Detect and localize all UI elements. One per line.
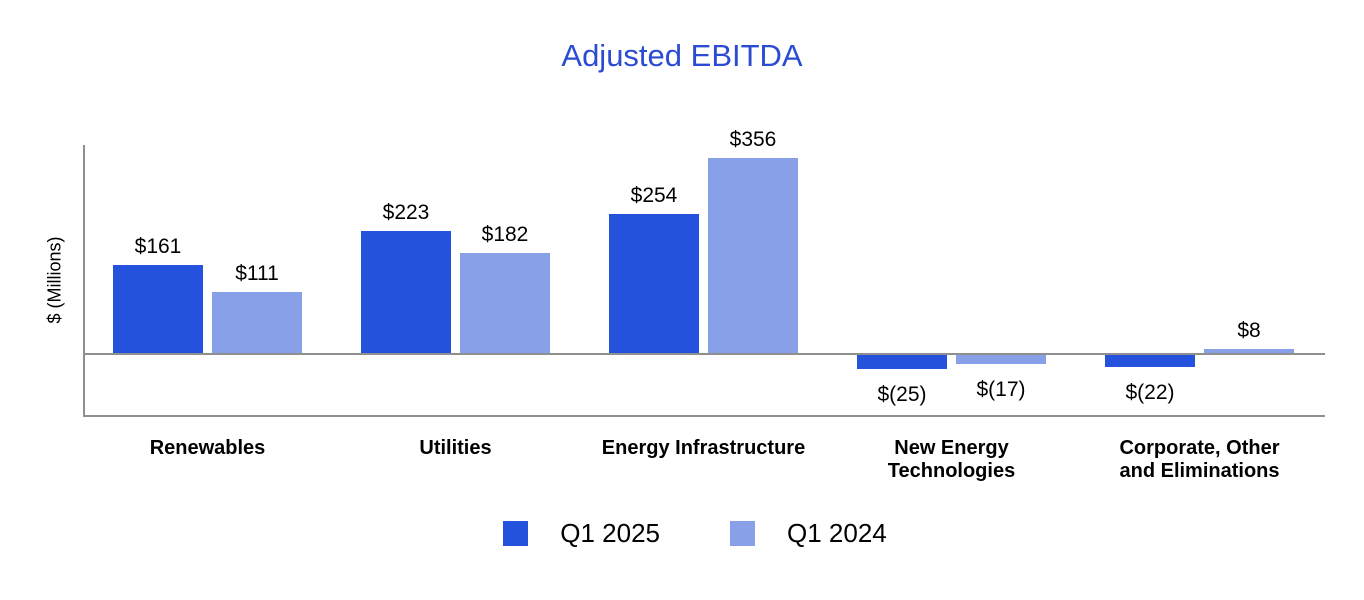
legend-item-q1-2024: Q1 2024 — [730, 518, 887, 549]
value-label-q1-2024-renewables: $111 — [235, 262, 279, 285]
y-axis-line — [83, 145, 85, 417]
legend-label-q1-2025: Q1 2025 — [560, 518, 660, 548]
bar-q1-2025-corporate-other-and-eliminations — [1105, 355, 1195, 367]
category-label-renewables: Renewables — [149, 437, 266, 459]
chart-title: Adjusted EBITDA — [561, 38, 803, 73]
category-label-new-energy-technologies: New Energy Technologies — [887, 437, 1016, 482]
bar-q1-2024-energy-infrastructure — [708, 158, 798, 353]
value-label-q1-2025-renewables: $161 — [134, 235, 182, 258]
category-label-corporate-other-and-eliminations: Corporate, Other and Eliminations — [1119, 437, 1280, 482]
bar-q1-2024-utilities — [460, 253, 550, 353]
value-label-q1-2025-utilities: $223 — [382, 201, 430, 224]
bar-q1-2024-corporate-other-and-eliminations — [1204, 349, 1294, 353]
category-label-utilities: Utilities — [419, 437, 492, 459]
legend-item-q1-2025: Q1 2025 — [503, 518, 660, 549]
bar-q1-2025-energy-infrastructure — [609, 214, 699, 353]
category-label-energy-infrastructure: Energy Infrastructure — [601, 437, 806, 459]
plot-area: $161 $111 Renewables $223 $182 Utilities $254 $… — [83, 128, 1325, 482]
value-label-q1-2024-new-energy-technologies: $(17) — [976, 378, 1026, 401]
legend-label-q1-2024: Q1 2024 — [787, 518, 887, 548]
bar-q1-2024-new-energy-technologies — [956, 355, 1046, 364]
bar-q1-2025-renewables — [113, 265, 203, 353]
value-label-q1-2024-energy-infrastructure: $356 — [729, 128, 777, 151]
bar-q1-2025-new-energy-technologies — [857, 355, 947, 369]
y-axis-label: $ (Millions) — [44, 236, 65, 324]
bar-q1-2024-renewables — [212, 292, 302, 353]
legend: Q1 2025 Q1 2024 — [13, 518, 1364, 549]
value-label-q1-2024-utilities: $182 — [481, 223, 529, 246]
x-axis-line — [83, 415, 1325, 417]
value-label-q1-2024-corporate-other-and-eliminations: $8 — [1237, 319, 1261, 342]
bar-q1-2025-utilities — [361, 231, 451, 353]
value-label-q1-2025-corporate-other-and-eliminations: $(22) — [1125, 381, 1175, 404]
value-label-q1-2025-new-energy-technologies: $(25) — [877, 383, 927, 406]
legend-swatch-q1-2024 — [730, 521, 755, 546]
zero-baseline — [83, 353, 1325, 355]
value-label-q1-2025-energy-infrastructure: $254 — [630, 184, 678, 207]
legend-swatch-q1-2025 — [503, 521, 529, 546]
